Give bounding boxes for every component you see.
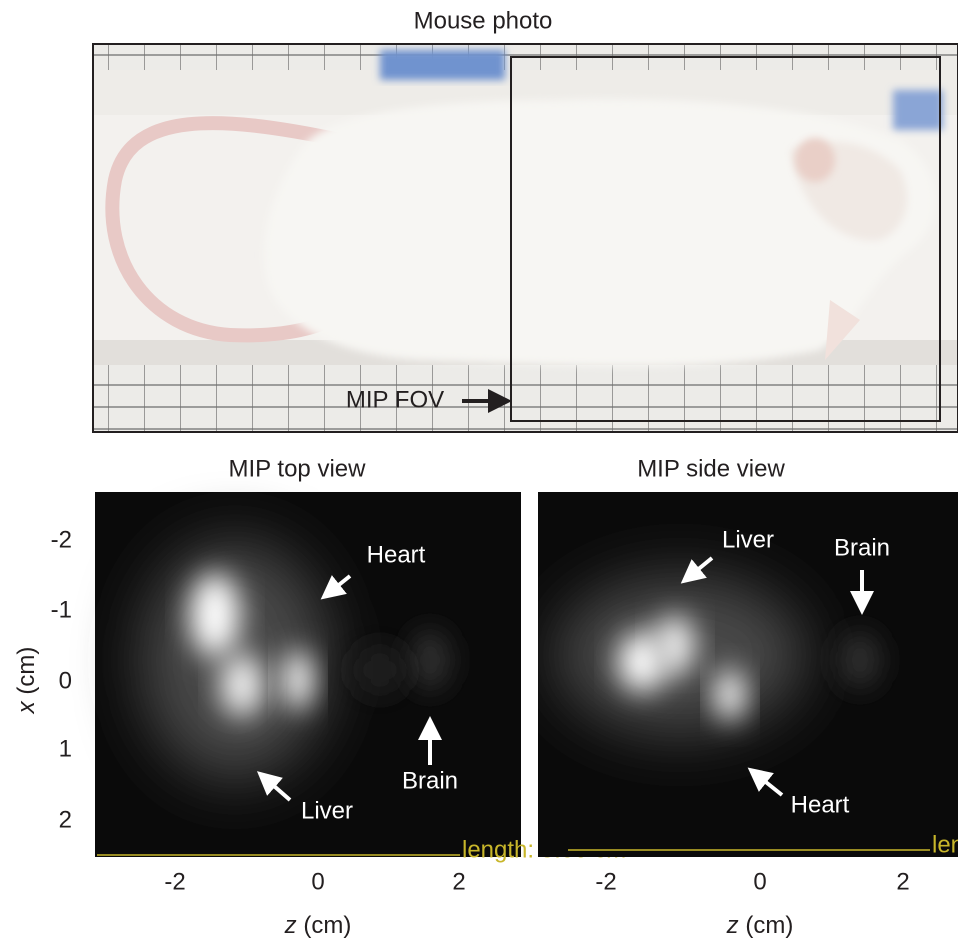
annotation: Liver — [301, 797, 353, 824]
scale-bar-label: length: 5.00 cm — [932, 831, 958, 858]
fov-label: MIP FOV — [346, 386, 444, 413]
y-tick-label: 0 — [59, 667, 72, 694]
annotation: Brain — [402, 767, 458, 794]
axis-symbol: z — [284, 912, 297, 939]
x-tick-label: 0 — [753, 868, 766, 895]
annotation: Heart — [791, 791, 850, 818]
y-tick-label: -1 — [51, 596, 72, 623]
axis-unit: (cm) — [13, 647, 40, 695]
x-axis-label: z (cm) — [284, 912, 352, 939]
x-tick-label: -2 — [164, 868, 185, 895]
axis-unit: (cm) — [303, 912, 351, 939]
y-axis-label: x (cm) — [13, 647, 40, 715]
panel-title: MIP side view — [637, 455, 785, 482]
y-tick-label: 2 — [59, 806, 72, 833]
panel-title: MIP top view — [229, 455, 367, 482]
axis-symbol: x — [13, 700, 40, 714]
photo-title: Mouse photo — [414, 7, 553, 34]
x-tick-label: 0 — [311, 868, 324, 895]
mouse-photo — [93, 44, 958, 432]
x-axis-label: z (cm) — [726, 912, 794, 939]
axis-unit: (cm) — [745, 912, 793, 939]
x-tick-label: -2 — [595, 868, 616, 895]
y-tick-label: 1 — [59, 735, 72, 762]
axis-symbol: z — [726, 912, 739, 939]
x-tick-label: 2 — [896, 868, 909, 895]
x-tick-label: 2 — [452, 868, 465, 895]
annotation: Heart — [367, 541, 426, 568]
annotation: Liver — [722, 526, 774, 553]
y-tick-label: -2 — [51, 526, 72, 553]
annotation: Brain — [834, 534, 890, 561]
figure: Mouse photo MIP FOV MIP top view MIP sid… — [0, 0, 958, 942]
